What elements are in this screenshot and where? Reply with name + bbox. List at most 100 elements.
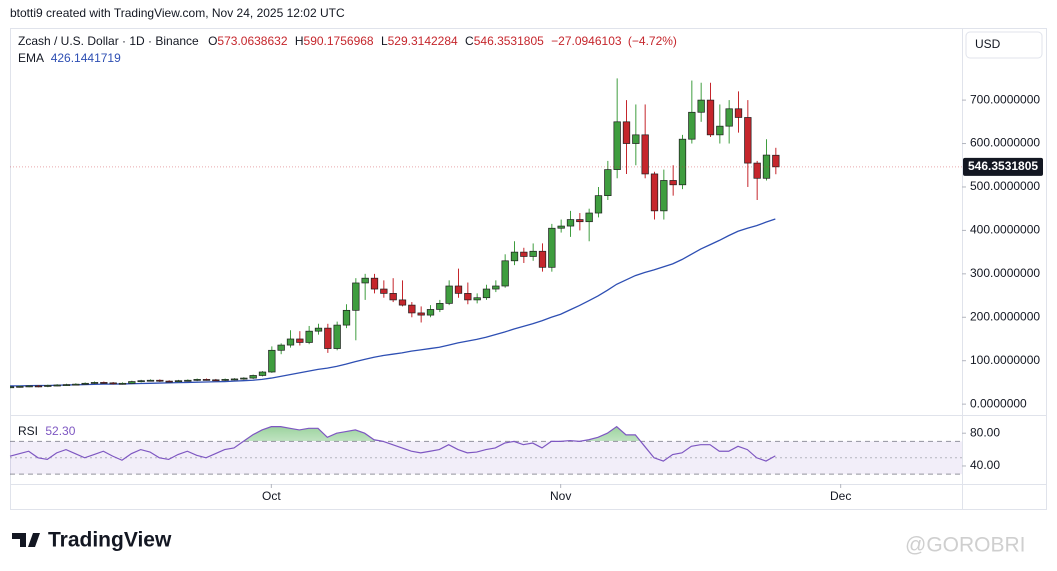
o-value: 573.0638632 [217, 34, 287, 48]
candle-body [72, 383, 80, 386]
l-prefix: L [381, 34, 388, 48]
candle-body [258, 371, 267, 376]
candle-body [118, 382, 127, 385]
candle-body [81, 382, 89, 385]
candle-body [146, 379, 155, 382]
candle-body [744, 117, 752, 164]
candle-body [165, 380, 173, 383]
logo-icon [12, 533, 40, 547]
candle-body [772, 154, 780, 168]
last-price-tag [963, 157, 1043, 176]
candle-body [221, 379, 229, 381]
candle-body [34, 385, 43, 388]
legend-rsi: RSI 52.30 [18, 424, 76, 438]
candle-body [650, 173, 659, 212]
candle-body [53, 384, 61, 387]
candle-body [706, 99, 715, 136]
candle-body [641, 134, 649, 175]
candle-body [240, 377, 248, 380]
watermark: @GOROBRI [905, 534, 1026, 557]
o-prefix: O [208, 34, 217, 48]
candle-body [538, 250, 547, 268]
candle-body [604, 169, 612, 197]
candle-body [156, 379, 164, 382]
x-tick-label: Nov [550, 489, 571, 503]
rsi-tick-label: 40.00 [970, 458, 1000, 472]
candle-body [333, 324, 341, 349]
candle-body [90, 382, 99, 384]
y-tick-label: 0.0000000 [970, 396, 1027, 410]
candle-body [417, 312, 425, 316]
candle-body [286, 338, 295, 346]
candle-body [678, 138, 687, 186]
change: −27.0946103 [551, 34, 622, 48]
l-value: 529.3142284 [388, 34, 458, 48]
candle-body [734, 108, 743, 118]
candle-body [445, 285, 453, 304]
candle-body [501, 260, 509, 287]
candle-body [268, 349, 276, 373]
candle-body [296, 338, 304, 343]
candle-body [109, 382, 117, 385]
candle-body [725, 108, 733, 127]
c-prefix: C [465, 34, 474, 48]
candle-body [576, 219, 584, 223]
legend-ema: EMA 426.1441719 [18, 51, 121, 65]
rsi-name: RSI [18, 424, 38, 438]
currency: USD [975, 37, 1001, 51]
candle-body [202, 379, 211, 381]
candle-body [716, 125, 724, 136]
candle-body [594, 195, 603, 214]
candle-body [473, 297, 481, 301]
rsi-line [9, 425, 776, 462]
candle-body [361, 277, 369, 284]
logo-text: TradingView [48, 529, 172, 552]
candle-body [249, 375, 257, 379]
candle-body [324, 327, 332, 349]
candle-body [277, 344, 285, 351]
candle-body [305, 330, 313, 343]
c-value: 546.3531805 [474, 34, 544, 48]
candle-body [557, 225, 565, 229]
candle-body [314, 327, 323, 332]
candle-body [398, 299, 407, 306]
candle-body [762, 154, 771, 179]
candle-body [492, 285, 500, 290]
y-tick-label: 400.0000000 [970, 223, 1040, 237]
h-prefix: H [295, 34, 304, 48]
ema-line [10, 218, 776, 387]
candle-body [408, 304, 416, 314]
candle-body [137, 380, 145, 383]
candle-body [370, 277, 379, 290]
candle-body [100, 382, 108, 384]
candle-body [529, 250, 537, 257]
candle-body [510, 251, 519, 262]
price-pane [10, 78, 780, 389]
currency-button[interactable] [965, 31, 1043, 59]
candle-body [212, 379, 220, 382]
candle-body [389, 293, 397, 301]
candle-body [62, 384, 71, 386]
x-tick-label: Dec [830, 489, 851, 503]
candle-body [669, 180, 677, 186]
candle-body [613, 121, 621, 170]
candle-body [342, 309, 351, 326]
candle-body [697, 99, 705, 113]
frame [10, 28, 1047, 510]
candle-body [520, 251, 528, 257]
candle-body [380, 288, 388, 294]
candle-body [128, 381, 136, 384]
y-tick-label: 600.0000000 [970, 136, 1040, 150]
rsi-value: 52.30 [45, 424, 75, 438]
candle-body [548, 227, 556, 268]
candle-body [436, 303, 444, 310]
h-value: 590.1756968 [304, 34, 374, 48]
candle-body [230, 378, 239, 381]
header: btotti9 created with TradingView.com, No… [10, 6, 345, 20]
candle-body [10, 386, 15, 389]
ema-name: EMA [18, 51, 44, 65]
candle-body [426, 309, 435, 316]
change-pct: (−4.72%) [628, 34, 677, 48]
candle-body [753, 162, 761, 179]
